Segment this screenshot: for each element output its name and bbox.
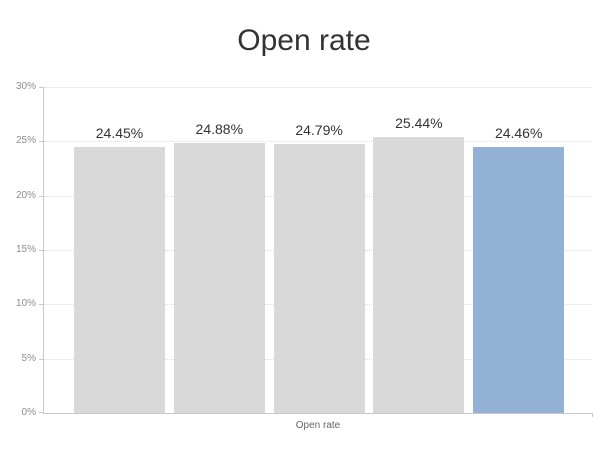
y-axis-tick bbox=[39, 412, 43, 413]
bar-value-label: 24.46% bbox=[494, 125, 543, 142]
y-axis-tick-label: 30% bbox=[15, 81, 36, 92]
bar-value-label: 24.88% bbox=[195, 120, 244, 137]
bar-value-label: 24.79% bbox=[295, 121, 343, 138]
y-axis-tick bbox=[39, 141, 43, 143]
y-axis-tick-label: 15% bbox=[15, 244, 36, 255]
y-axis-tick bbox=[39, 250, 43, 251]
y-axis-tick bbox=[39, 195, 43, 197]
chart-title: Open rate bbox=[237, 24, 371, 57]
y-axis-tick-label: 10% bbox=[15, 298, 36, 310]
bar-value-label: 25.44% bbox=[395, 114, 443, 131]
bar[interactable] bbox=[273, 143, 365, 413]
plot-area: Open rate 0% 5% 10% 15% 20% 25% 30% 24.45% 24.88… bbox=[16, 82, 593, 431]
gridline bbox=[44, 87, 592, 88]
bar[interactable] bbox=[473, 147, 565, 413]
y-axis-tick bbox=[39, 304, 43, 306]
bar[interactable] bbox=[373, 136, 465, 413]
x-axis-end-tick bbox=[592, 413, 593, 417]
bar[interactable] bbox=[74, 147, 165, 413]
gridline bbox=[44, 141, 592, 143]
x-axis-label: Open rate bbox=[295, 420, 341, 431]
bar[interactable] bbox=[173, 142, 265, 413]
y-axis-tick-label: 5% bbox=[21, 352, 36, 364]
y-axis-tick-label: 20% bbox=[15, 189, 36, 201]
y-axis-tick-label: 0% bbox=[21, 407, 36, 418]
bar-value-label: 24.45% bbox=[95, 125, 144, 142]
y-axis-tick-label: 25% bbox=[15, 135, 36, 147]
y-axis-tick bbox=[39, 358, 43, 360]
y-axis-tick bbox=[39, 87, 43, 88]
